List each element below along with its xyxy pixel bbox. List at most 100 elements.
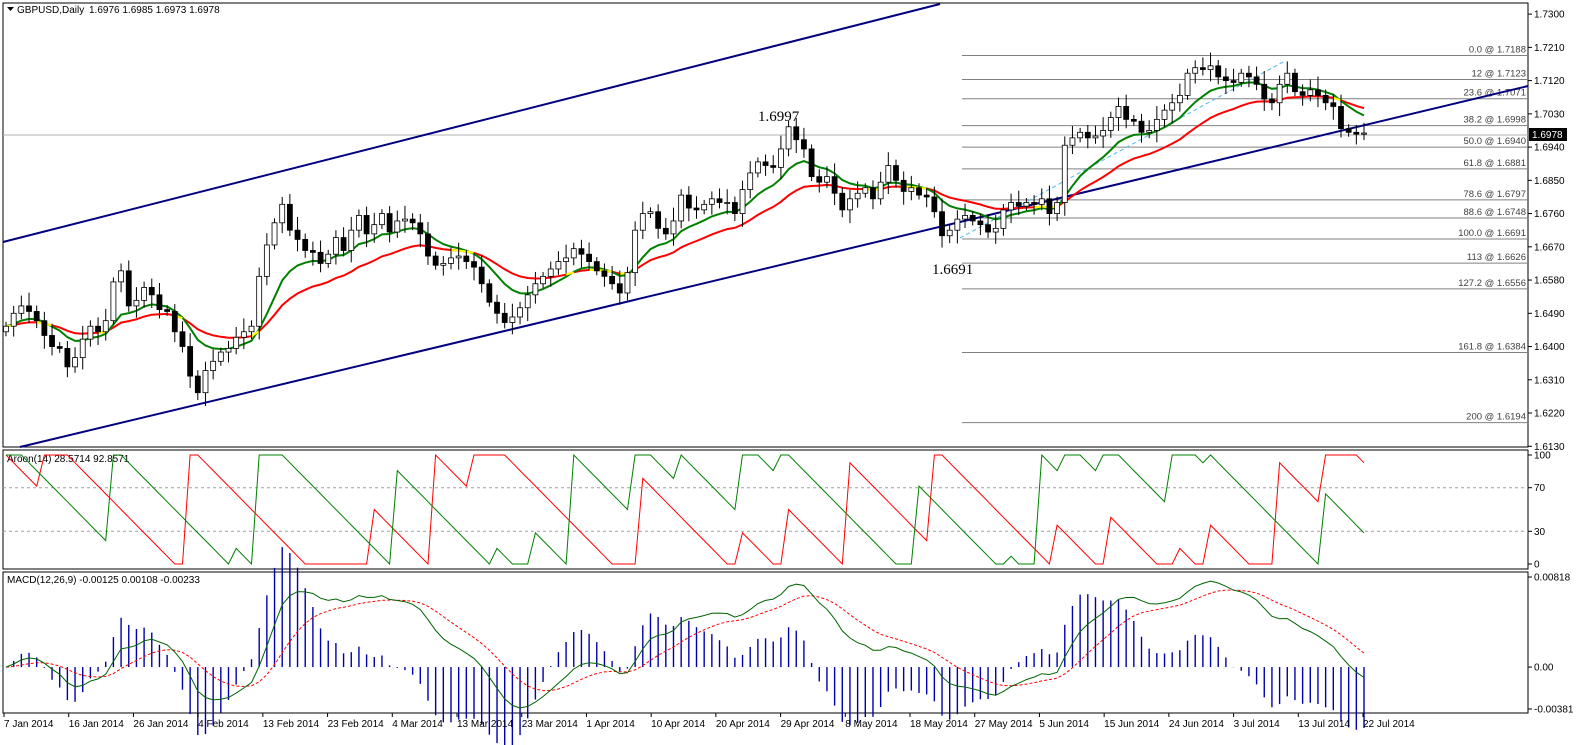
time-tick-label: 23 Mar 2014 <box>522 719 579 730</box>
candle-body <box>1269 98 1275 104</box>
candle-body <box>302 239 309 251</box>
price-tick-label: 1.6670 <box>1534 242 1565 253</box>
candle-body <box>609 275 616 285</box>
price-axis: 1.7300 1.7210 1.7120 1.7030 1.6940 1.6850 1.67… <box>1528 10 1565 453</box>
aroon-tick-label: 0 <box>1534 560 1540 571</box>
candle-body <box>693 207 700 211</box>
candle-body <box>1315 89 1321 96</box>
candle-body <box>1169 102 1176 111</box>
candle-body <box>1299 91 1306 96</box>
candle-body <box>402 218 408 222</box>
candle-body <box>547 268 554 277</box>
candle-body <box>171 311 178 333</box>
candle-body <box>1107 117 1114 131</box>
time-tick-label: 7 Jan 2014 <box>4 719 54 730</box>
candle-body <box>1130 118 1137 122</box>
macd-axis: 0.00818 0.00 -0.00381 <box>1528 573 1574 716</box>
candle-body <box>1100 130 1107 137</box>
price-header-ohlc: 1.6976 1.6985 1.6973 1.6978 <box>89 5 220 16</box>
candle-body <box>747 172 754 190</box>
macd-histogram <box>12 547 1365 745</box>
time-tick-label: 15 Jun 2014 <box>1104 719 1159 730</box>
candle-body <box>862 187 869 194</box>
time-tick-label: 13 Jul 2014 <box>1298 719 1350 730</box>
candle-body <box>716 198 723 203</box>
candle-body <box>778 148 784 168</box>
fib-level-label: 200 @ 1.6194 <box>1466 412 1526 423</box>
candle-body <box>1284 72 1291 85</box>
candle-body <box>555 261 562 270</box>
candle-body <box>1361 132 1367 135</box>
candle-body <box>1207 65 1214 70</box>
candle-body <box>156 294 163 311</box>
candle-body <box>1307 89 1314 96</box>
candle-body <box>187 346 194 377</box>
candle-body <box>701 203 708 211</box>
candle-body <box>118 270 124 283</box>
candle-body <box>356 215 362 231</box>
price-tick-label: 1.6310 <box>1534 375 1565 386</box>
fib-level-label: 78.6 @ 1.6797 <box>1464 189 1526 200</box>
macd-main-line <box>5 580 1365 709</box>
candle-body <box>739 189 746 214</box>
candle-body <box>1000 209 1007 229</box>
candle-body <box>440 263 447 266</box>
candle-body <box>685 194 692 209</box>
candle-body <box>494 301 500 314</box>
candle-body <box>455 255 462 259</box>
candle-body <box>754 161 761 174</box>
candle-body <box>271 222 278 246</box>
candle-body <box>294 229 301 240</box>
candle-body <box>1146 130 1153 133</box>
macd-tick-label: 0.00818 <box>1534 573 1571 584</box>
aroon-up-line <box>6 453 1365 566</box>
candle-body <box>908 187 915 192</box>
time-tick-label: 13 Mar 2014 <box>457 719 514 730</box>
fib-level-label: 100.0 @ 1.6691 <box>1458 228 1526 239</box>
candle-body <box>540 275 546 285</box>
fib-level-label: 61.8 @ 1.6881 <box>1464 158 1526 169</box>
time-tick-label: 27 May 2014 <box>975 719 1033 730</box>
candle-body <box>210 360 217 371</box>
candle-body <box>18 305 25 314</box>
candle-body <box>1276 83 1283 104</box>
candle-body <box>570 248 577 259</box>
candle-body <box>448 257 454 264</box>
candle-body <box>432 255 439 266</box>
candle-body <box>1215 65 1222 78</box>
candle-body <box>724 202 731 204</box>
candle-body <box>49 335 55 347</box>
candle-body <box>1023 202 1030 207</box>
aroon-header: Aroon(14) 28.5714 92.8571 <box>7 454 130 465</box>
aroon-down-line <box>5 453 1365 566</box>
candle-body <box>79 338 86 359</box>
candle-body <box>1069 137 1076 146</box>
time-tick-label: 4 Mar 2014 <box>392 719 443 730</box>
aroon-axis: 100 70 30 0 <box>1528 451 1551 571</box>
candle-body <box>309 250 316 253</box>
time-tick-label: 20 Apr 2014 <box>716 719 770 730</box>
candle-body <box>87 325 94 340</box>
candle-body <box>770 165 777 168</box>
candle-body <box>248 325 255 333</box>
time-tick-label: 8 May 2014 <box>845 719 898 730</box>
candle-body <box>1008 202 1014 211</box>
macd-tick-label: -0.00381 <box>1534 705 1574 716</box>
fib-level-label: 0.0 @ 1.7188 <box>1469 44 1526 55</box>
time-tick-label: 18 May 2014 <box>910 719 968 730</box>
candle-body <box>1261 83 1268 100</box>
price-tick-label: 1.6760 <box>1534 209 1565 220</box>
candle-body <box>632 229 639 274</box>
ma-highlight-segment <box>1332 96 1342 102</box>
candle-body <box>824 176 830 183</box>
candle-body <box>41 320 48 336</box>
dropdown-arrow-icon[interactable] <box>7 7 14 11</box>
candle-body <box>1153 118 1160 131</box>
time-tick-label: 24 Jun 2014 <box>1169 719 1224 730</box>
fib-level-label: 127.2 @ 1.6556 <box>1458 278 1526 289</box>
price-tick-label: 1.6130 <box>1534 442 1565 453</box>
candle-body <box>1084 131 1091 139</box>
candle-body <box>854 192 861 200</box>
candle-body <box>877 181 884 200</box>
